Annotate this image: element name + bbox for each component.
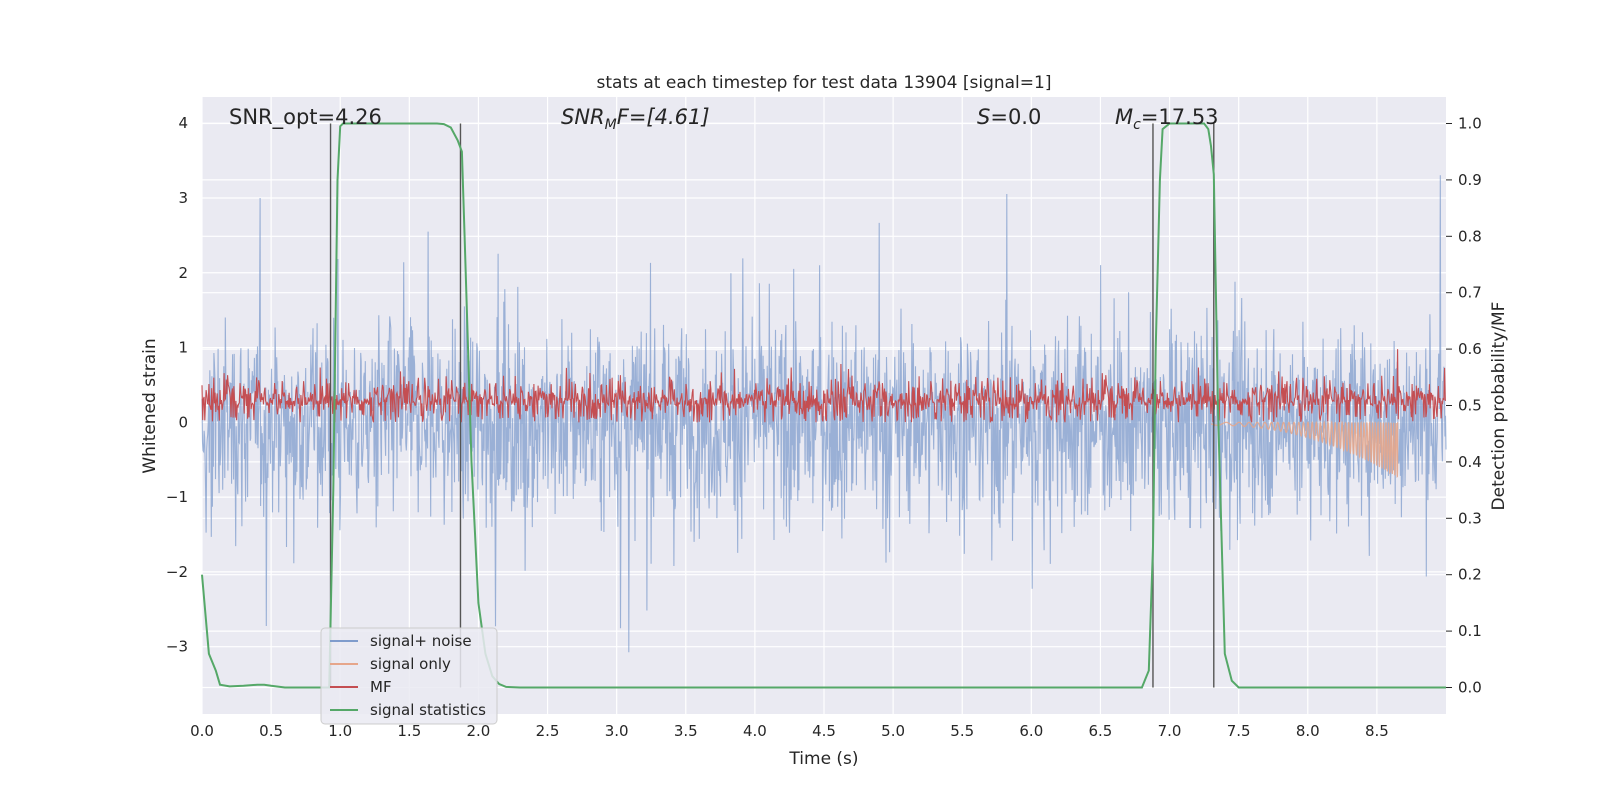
x-tick-label: 3.0 — [605, 722, 629, 740]
x-tick-label: 6.0 — [1019, 722, 1043, 740]
chart-title: stats at each timestep for test data 139… — [597, 73, 1052, 93]
y2-tick-label: 0.7 — [1458, 284, 1482, 302]
x-tick-label: 8.5 — [1365, 722, 1389, 740]
y-tick-labels: −3 −2 −1 0 1 2 3 4 — [166, 114, 188, 656]
vertical-markers — [329, 123, 1215, 688]
annotation-snr-mf: SNRMF=[4.61] — [561, 105, 710, 133]
signal-noise-trace — [201, 175, 1447, 653]
x-tick-label: 6.5 — [1089, 722, 1113, 740]
y2-tick-label: 0.8 — [1458, 227, 1482, 245]
x-tick-label: 3.5 — [674, 722, 698, 740]
x-tick-label: 2.5 — [536, 722, 560, 740]
x-tick-label: 4.0 — [743, 722, 767, 740]
x-tick-label: 1.0 — [328, 722, 352, 740]
y2-tick-label: 1.0 — [1458, 115, 1482, 133]
y-tick-label: −1 — [166, 488, 188, 506]
x-tick-labels: 0.0 0.5 1.0 1.5 2.0 2.5 3.0 3.5 4.0 4.5 5.0 5.5 6.0 6… — [190, 722, 1389, 740]
y-tick-label: 2 — [178, 264, 188, 282]
series-signal-only — [1210, 419, 1399, 479]
y-axis-label: Whitened strain — [140, 338, 160, 473]
annotation-s-rest: =0.0 — [990, 105, 1041, 129]
legend-label-signal-only: signal only — [370, 655, 451, 673]
y2-tick-label: 0.5 — [1458, 397, 1482, 415]
x-tick-label: 1.5 — [397, 722, 421, 740]
y-tick-label: −3 — [166, 638, 188, 656]
x-tick-label: 5.0 — [881, 722, 905, 740]
annotation-s-main: S — [977, 105, 990, 129]
annotation-snr-mf-sub: M — [605, 117, 617, 133]
legend: signal+ noise signal only MF signal stat… — [320, 627, 498, 725]
legend-label-mf: MF — [370, 678, 392, 696]
x-tick-label: 0.5 — [259, 722, 283, 740]
legend-box — [320, 627, 498, 725]
x-axis-label: Time (s) — [788, 749, 858, 769]
y-tick-label: 1 — [178, 339, 188, 357]
annotation-mc-main: M — [1115, 105, 1133, 129]
y-tick-label: 4 — [178, 114, 188, 132]
y2-tick-label: 0.9 — [1458, 171, 1482, 189]
annotation-snr-opt: SNR_opt=4.26 — [229, 105, 382, 130]
mf-trace — [201, 349, 1446, 423]
annotation-snr-mf-rest: F=[4.61] — [617, 105, 710, 129]
legend-label-signal-statistics: signal statistics — [370, 701, 486, 719]
x-tick-label: 7.0 — [1158, 722, 1182, 740]
y-tick-label: 3 — [178, 189, 188, 207]
series-mf — [201, 349, 1446, 423]
x-tick-label: 7.5 — [1227, 722, 1251, 740]
y-tick-label: 0 — [178, 413, 188, 431]
y2-tick-label: 0.2 — [1458, 566, 1482, 584]
y2-tick-label: 0.4 — [1458, 453, 1482, 471]
annotation-mc-sub: c — [1133, 117, 1141, 133]
x-tick-label: 0.0 — [190, 722, 214, 740]
x-tick-label: 2.0 — [467, 722, 491, 740]
y2-tick-label: 0.6 — [1458, 340, 1482, 358]
y-tick-label: −2 — [166, 563, 188, 581]
series-signal-noise — [201, 175, 1447, 653]
legend-label-signal-noise: signal+ noise — [370, 632, 472, 650]
annotation-snr-mf-main: SNR — [561, 105, 605, 129]
y2-tick-label: 0.0 — [1458, 678, 1482, 696]
y2-tick-labels: 0.0 0.1 0.2 0.3 0.4 0.5 0.6 0.7 0.8 0.9 1.0 — [1446, 115, 1482, 696]
x-tick-label: 5.5 — [950, 722, 974, 740]
y2-axis-label: Detection probability/MF — [1489, 302, 1509, 511]
y2-tick-label: 0.3 — [1458, 509, 1482, 527]
annotation-mc: Mc=17.53 — [1115, 105, 1219, 133]
signal-only-trace — [1210, 419, 1399, 479]
x-tick-label: 4.5 — [812, 722, 836, 740]
x-tick-label: 8.0 — [1296, 722, 1320, 740]
annotation-s: S=0.0 — [977, 105, 1041, 129]
y2-tick-label: 0.1 — [1458, 622, 1482, 640]
annotation-mc-rest: =17.53 — [1141, 105, 1219, 129]
